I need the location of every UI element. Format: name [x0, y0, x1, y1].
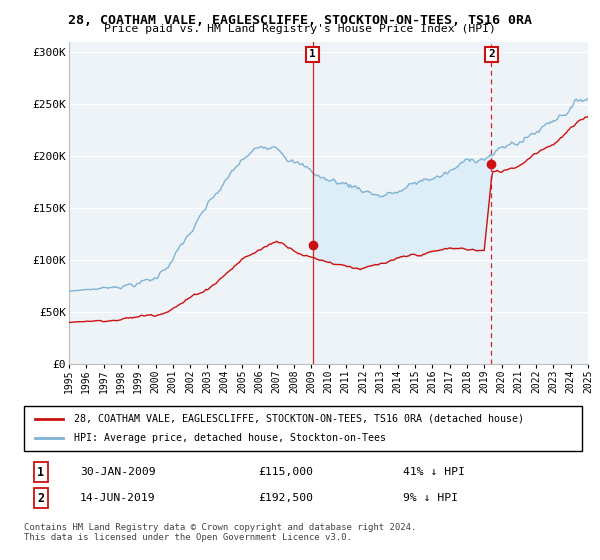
Text: Contains HM Land Registry data © Crown copyright and database right 2024.
This d: Contains HM Land Registry data © Crown c… [24, 523, 416, 543]
Text: 28, COATHAM VALE, EAGLESCLIFFE, STOCKTON-ON-TEES, TS16 0RA: 28, COATHAM VALE, EAGLESCLIFFE, STOCKTON… [68, 14, 532, 27]
Text: 1: 1 [37, 465, 44, 479]
Text: 1: 1 [309, 49, 316, 59]
FancyBboxPatch shape [24, 406, 582, 451]
Text: 30-JAN-2009: 30-JAN-2009 [80, 467, 155, 477]
Text: 9% ↓ HPI: 9% ↓ HPI [403, 493, 458, 503]
Text: £115,000: £115,000 [259, 467, 313, 477]
Text: Price paid vs. HM Land Registry's House Price Index (HPI): Price paid vs. HM Land Registry's House … [104, 24, 496, 34]
Text: HPI: Average price, detached house, Stockton-on-Tees: HPI: Average price, detached house, Stoc… [74, 433, 386, 444]
Text: 28, COATHAM VALE, EAGLESCLIFFE, STOCKTON-ON-TEES, TS16 0RA (detached house): 28, COATHAM VALE, EAGLESCLIFFE, STOCKTON… [74, 413, 524, 423]
Text: 2: 2 [37, 492, 44, 505]
Text: 41% ↓ HPI: 41% ↓ HPI [403, 467, 466, 477]
Text: 2: 2 [488, 49, 495, 59]
Text: 14-JUN-2019: 14-JUN-2019 [80, 493, 155, 503]
Text: £192,500: £192,500 [259, 493, 313, 503]
